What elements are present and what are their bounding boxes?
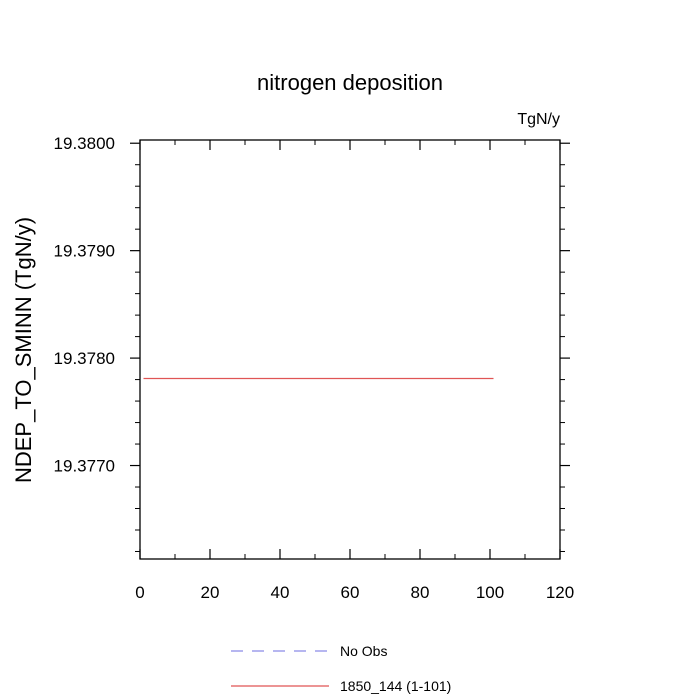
x-tick-label: 0	[135, 583, 144, 602]
units-label: TgN/y	[517, 111, 560, 128]
axis-ticks	[130, 140, 570, 559]
plot-frame	[139, 139, 561, 560]
legend: No Obs 1850_144 (1-101)	[231, 643, 451, 694]
legend-label: 1850_144 (1-101)	[340, 678, 451, 694]
y-tick-label: 19.3790	[54, 242, 115, 261]
y-tick-label: 19.3770	[54, 457, 115, 476]
x-tick-label: 100	[476, 583, 504, 602]
chart-title: nitrogen deposition	[257, 70, 443, 95]
y-tick-label: 19.3780	[54, 349, 115, 368]
x-tick-label: 20	[201, 583, 220, 602]
y-axis-label: NDEP_TO_SMINN (TgN/y)	[11, 217, 36, 483]
tick-labels: 0 20 40 60 80 100 120 19.3770 19.3780 19.3790 19.3…	[54, 134, 575, 602]
y-tick-label: 19.3800	[54, 134, 115, 153]
x-tick-label: 120	[546, 583, 574, 602]
x-tick-label: 60	[341, 583, 360, 602]
legend-label: No Obs	[340, 643, 387, 659]
x-tick-label: 40	[271, 583, 290, 602]
x-tick-label: 80	[411, 583, 430, 602]
